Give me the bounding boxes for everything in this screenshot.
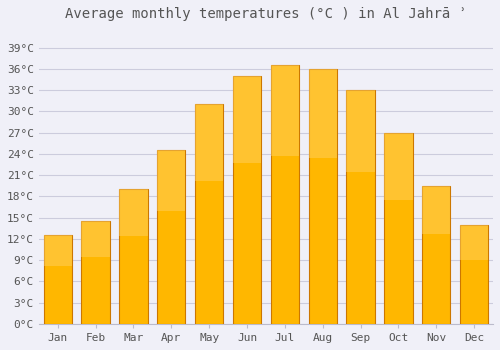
Bar — [82, 221, 110, 324]
Bar — [44, 236, 72, 324]
Bar — [384, 133, 412, 324]
Bar — [82, 221, 110, 257]
Bar — [308, 69, 337, 324]
Bar — [44, 236, 72, 266]
Bar — [460, 225, 488, 259]
Bar — [119, 189, 148, 237]
Bar — [233, 76, 261, 163]
Bar — [119, 189, 148, 324]
Bar — [346, 90, 375, 324]
Bar — [384, 133, 412, 200]
Bar — [422, 186, 450, 324]
Title: Average monthly temperatures (°C ) in Al Jahrā ʾ: Average monthly temperatures (°C ) in Al… — [65, 7, 467, 21]
Bar — [422, 186, 450, 234]
Bar — [157, 150, 186, 324]
Bar — [233, 76, 261, 324]
Bar — [270, 65, 299, 324]
Bar — [157, 150, 186, 211]
Bar — [195, 104, 224, 324]
Bar — [346, 90, 375, 172]
Bar — [308, 69, 337, 158]
Bar — [460, 225, 488, 324]
Bar — [195, 104, 224, 181]
Bar — [270, 65, 299, 156]
